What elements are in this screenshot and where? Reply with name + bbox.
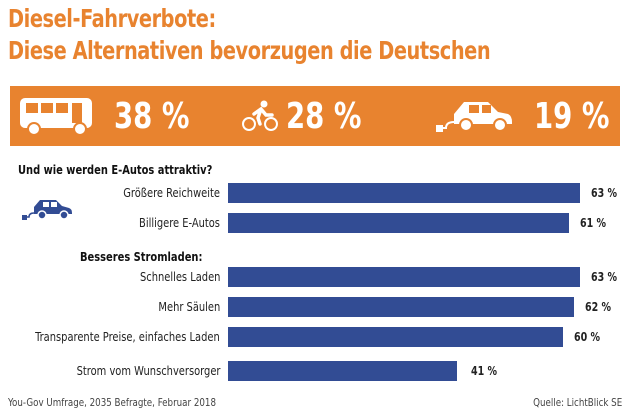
stat-electric-car: 19 % xyxy=(432,86,623,146)
bar-label: Mehr Säulen xyxy=(158,299,220,314)
bar-label: Größere Reichweite xyxy=(123,185,220,200)
bicycle-icon xyxy=(242,100,278,131)
bar xyxy=(228,361,458,381)
bar-label: Billigere E-Autos xyxy=(139,215,220,230)
title-line-2: Diese Alternativen bevorzugen die Deutsc… xyxy=(8,36,491,65)
bus-icon xyxy=(20,98,92,136)
bar-value-label: 63 % xyxy=(591,270,618,284)
section-heading-e-autos: Und wie werden E-Autos attraktiv? xyxy=(18,162,213,177)
bar xyxy=(228,183,580,203)
bar xyxy=(228,327,564,347)
footer-source: Quelle: LichtBlick SE xyxy=(532,396,622,409)
electric-car-icon xyxy=(436,102,512,132)
bar-value-label: 62 % xyxy=(585,300,612,314)
bar-value-label: 61 % xyxy=(579,216,606,230)
bar-label: Strom vom Wunschversorger xyxy=(76,363,220,378)
bar-value-label: 60 % xyxy=(574,330,601,344)
bar-value-label: 41 % xyxy=(471,364,498,378)
stat-bicycle-value: 28 % xyxy=(286,95,362,137)
bar xyxy=(228,267,580,287)
bar-label: Schnelles Laden xyxy=(139,269,220,284)
stat-bus-value: 38 % xyxy=(114,95,190,137)
footer-survey: You-Gov Umfrage, 2035 Befragte, Februar … xyxy=(8,396,217,409)
section-heading-stromladen: Besseres Stromladen: xyxy=(80,249,203,264)
title-line-1: Diesel-Fahrverbote: xyxy=(8,4,216,33)
stat-bus: 38 % xyxy=(18,86,203,146)
bar xyxy=(228,213,569,233)
stat-bicycle: 28 % xyxy=(242,86,375,146)
electric-car-icon-blue xyxy=(22,200,72,220)
bar-value-label: 63 % xyxy=(591,186,618,200)
alternatives-band: 38 % 28 % 19 % xyxy=(10,86,620,146)
bar xyxy=(228,297,575,317)
bar-label: Transparente Preise, einfaches Laden xyxy=(35,329,220,344)
stat-car-value: 19 % xyxy=(534,95,610,137)
